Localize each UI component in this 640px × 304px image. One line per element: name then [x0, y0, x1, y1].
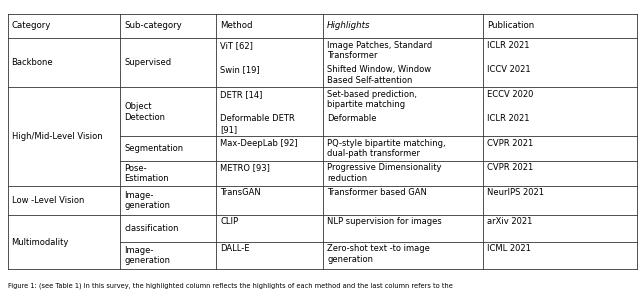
Text: arXiv 2021: arXiv 2021 [487, 217, 532, 226]
Text: Deformable DETR
[91]: Deformable DETR [91] [220, 114, 295, 134]
Text: Object
Detection: Object Detection [124, 102, 165, 122]
Text: Backbone: Backbone [12, 58, 53, 67]
Text: Supervised: Supervised [124, 58, 172, 67]
Text: ECCV 2020: ECCV 2020 [487, 90, 533, 99]
Text: Max-DeepLab [92]: Max-DeepLab [92] [220, 139, 298, 148]
Text: Progressive Dimensionality
reduction: Progressive Dimensionality reduction [327, 164, 442, 183]
Text: ViT [62]: ViT [62] [220, 41, 253, 50]
Text: Zero-shot text -to image
generation: Zero-shot text -to image generation [327, 244, 430, 264]
Text: TransGAN: TransGAN [220, 188, 261, 197]
Text: High/Mid-Level Vision: High/Mid-Level Vision [12, 132, 102, 141]
Text: DALL-E: DALL-E [220, 244, 250, 254]
Text: NLP supervision for images: NLP supervision for images [327, 217, 442, 226]
Text: Method: Method [220, 21, 253, 30]
Text: Publication: Publication [487, 21, 534, 30]
Text: DETR [14]: DETR [14] [220, 90, 262, 99]
Text: Segmentation: Segmentation [124, 144, 183, 153]
Text: Transformer based GAN: Transformer based GAN [327, 188, 427, 197]
Text: Shifted Window, Window
Based Self-attention: Shifted Window, Window Based Self-attent… [327, 65, 431, 85]
Text: NeurIPS 2021: NeurIPS 2021 [487, 188, 544, 197]
Text: Figure 1: (see Table 1) In this survey, the highlighted column reflects the high: Figure 1: (see Table 1) In this survey, … [8, 283, 452, 289]
Text: Low -Level Vision: Low -Level Vision [12, 196, 84, 205]
Text: Deformable: Deformable [327, 114, 376, 123]
Text: Pose-
Estimation: Pose- Estimation [124, 164, 169, 183]
Text: classification: classification [124, 224, 179, 233]
Text: ICML 2021: ICML 2021 [487, 244, 531, 254]
Text: CVPR 2021: CVPR 2021 [487, 139, 533, 148]
Text: ICLR 2021: ICLR 2021 [487, 114, 529, 123]
Text: Highlights: Highlights [327, 21, 371, 30]
Text: Swin [19]: Swin [19] [220, 65, 260, 74]
Text: ICCV 2021: ICCV 2021 [487, 65, 531, 74]
Text: METRO [93]: METRO [93] [220, 164, 270, 172]
Text: Set-based prediction,
bipartite matching: Set-based prediction, bipartite matching [327, 90, 417, 109]
Text: CVPR 2021: CVPR 2021 [487, 164, 533, 172]
Text: CLIP: CLIP [220, 217, 238, 226]
Text: Image Patches, Standard
Transformer: Image Patches, Standard Transformer [327, 41, 432, 60]
Text: PQ-style bipartite matching,
dual-path transformer: PQ-style bipartite matching, dual-path t… [327, 139, 445, 158]
Text: Image-
generation: Image- generation [124, 191, 170, 210]
Text: Category: Category [12, 21, 51, 30]
Text: Multimodality: Multimodality [12, 237, 69, 247]
Text: Image-
generation: Image- generation [124, 246, 170, 265]
Text: Sub-category: Sub-category [124, 21, 182, 30]
Text: ICLR 2021: ICLR 2021 [487, 41, 529, 50]
